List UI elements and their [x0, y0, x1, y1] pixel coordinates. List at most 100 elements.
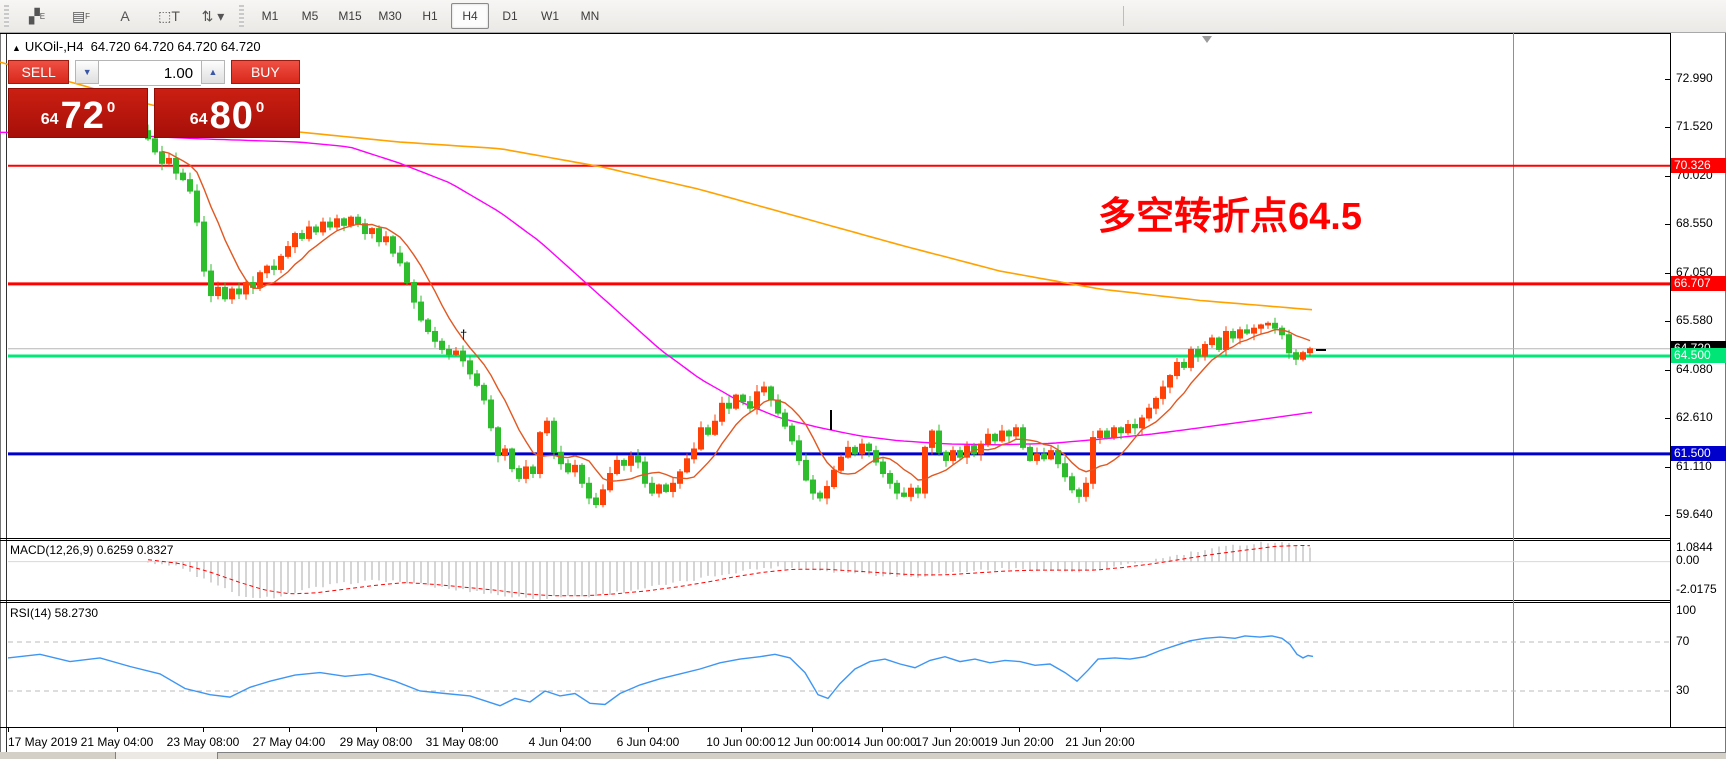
time-axis-tick — [376, 728, 377, 732]
pane-divider-2a[interactable] — [0, 600, 1670, 601]
pane-divider-1a[interactable] — [0, 538, 1670, 539]
price-axis-line — [1670, 33, 1671, 727]
equidistant-channel-tool-icon[interactable]: ▞ E — [28, 7, 46, 24]
time-axis-label: 21 Jun 20:00 — [1065, 735, 1135, 749]
time-axis-tick — [1019, 728, 1020, 732]
time-axis-label: 17 May 2019 — [8, 735, 78, 749]
price-badge-64.500: 64.500 — [1671, 348, 1726, 364]
price-axis-tick — [1665, 514, 1670, 516]
window-border-left — [0, 33, 1, 759]
timeframe-button-W1[interactable]: W1 — [541, 9, 559, 23]
timeframe-button-H1[interactable]: H1 — [422, 9, 438, 23]
time-axis-label: 23 May 08:00 — [166, 735, 240, 749]
rsi-label: RSI(14) 58.2730 — [10, 606, 99, 620]
price-axis-label: 68.550 — [1676, 215, 1713, 230]
rsi-axis-label: 100 — [1676, 603, 1697, 617]
price-axis-tick — [1665, 175, 1670, 177]
time-axis-label: 14 Jun 00:00 — [847, 735, 917, 749]
time-axis-label: 21 May 04:00 — [80, 735, 154, 749]
chart-shift-marker-icon[interactable] — [1202, 36, 1212, 43]
timeframe-button-M30[interactable]: M30 — [378, 9, 402, 23]
time-axis-label: 19 Jun 20:00 — [984, 735, 1054, 749]
spin-down-icon: ▼ — [82, 67, 92, 77]
price-badge-70.326: 70.326 — [1671, 158, 1726, 174]
toolbar-separator — [1123, 6, 1124, 26]
price-axis-label: 64.080 — [1676, 361, 1713, 376]
macd-axis-label: 1.0844 — [1676, 540, 1713, 554]
sell-price-prefix: 64 — [40, 111, 59, 128]
time-axis-label: 6 Jun 04:00 — [616, 735, 680, 749]
timeframe-button-D1[interactable]: D1 — [502, 9, 518, 23]
rsi-canvas[interactable] — [0, 603, 1670, 727]
chart-tab-active[interactable] — [116, 752, 217, 759]
time-axis-label: 4 Jun 04:00 — [528, 735, 592, 749]
macd-canvas[interactable] — [0, 541, 1670, 600]
price-axis-tick — [1665, 320, 1670, 322]
timeframe-button-M1[interactable]: M1 — [261, 9, 279, 23]
vline-marker[interactable] — [830, 410, 832, 430]
price-axis-label: 65.580 — [1676, 312, 1713, 327]
buy-button[interactable]: BUY — [230, 60, 300, 84]
toolbar-grip[interactable] — [4, 5, 9, 27]
time-axis-tick — [1100, 728, 1101, 732]
pane-divider-2b[interactable] — [0, 602, 1670, 603]
rsi-axis-label: 70 — [1676, 634, 1690, 648]
tab-divider — [217, 752, 218, 759]
macd-label: MACD(12,26,9) 0.6259 0.8327 — [10, 543, 174, 557]
price-axis-label: 72.990 — [1676, 70, 1713, 85]
sell-button[interactable]: SELL — [8, 60, 70, 84]
buy-price-quote[interactable]: 64 80 0 — [154, 88, 300, 138]
volume-decrease-button[interactable]: ▼ — [75, 60, 100, 84]
price-axis-tick — [1665, 417, 1670, 419]
time-axis-label: 29 May 08:00 — [339, 735, 413, 749]
time-axis-tick — [560, 728, 561, 732]
last-price-dash[interactable] — [1316, 349, 1326, 351]
time-axis-tick — [950, 728, 951, 732]
price-axis-label: 67.050 — [1676, 264, 1713, 279]
time-axis-tick — [741, 728, 742, 732]
time-axis-tick — [289, 728, 290, 732]
time-axis-tick — [8, 728, 9, 732]
sell-price-quote[interactable]: 64 72 0 — [8, 88, 148, 138]
time-axis-label: 10 Jun 00:00 — [706, 735, 776, 749]
collapse-arrow-icon[interactable]: ▲ — [12, 43, 21, 53]
time-axis-tick — [462, 728, 463, 732]
price-axis-tick — [1665, 223, 1670, 225]
price-badge-61.500: 61.500 — [1671, 446, 1726, 462]
price-axis-label: 62.610 — [1676, 409, 1713, 424]
price-axis-label: 71.520 — [1676, 118, 1713, 133]
price-chart-canvas[interactable] — [0, 33, 1670, 538]
tab-top-border — [217, 752, 1726, 753]
time-axis-label: 27 May 04:00 — [252, 735, 326, 749]
toolbar: ▞ E ▤ F A ⬚T ⇅ ▾ M1 M5 M15 M30 H1 H4 D1 W1 MN — [0, 0, 1726, 33]
chart-tabs-strip[interactable] — [0, 752, 1726, 759]
toolbar-grip2[interactable] — [239, 5, 244, 27]
drawing-tools-group: ▞ E ▤ F A ⬚T ⇅ ▾ — [15, 3, 235, 29]
pane-divider-1b[interactable] — [0, 540, 1670, 541]
timeline-border — [0, 727, 1726, 728]
price-axis-tick — [1665, 78, 1670, 80]
buy-price-sup: 0 — [255, 99, 265, 116]
fibonacci-tool-icon[interactable]: ▤ F — [71, 7, 91, 24]
timeframe-button-MN[interactable]: MN — [580, 9, 600, 23]
time-axis-tick — [648, 728, 649, 732]
price-axis-tick — [1665, 126, 1670, 128]
volume-input[interactable] — [99, 60, 202, 86]
text-box-tool-icon[interactable]: ⬚T — [158, 7, 180, 24]
text-label-tool-icon[interactable]: A — [120, 8, 130, 24]
annotation-text: 多空转折点64.5 — [1098, 196, 1362, 238]
price-badge-66.707: 66.707 — [1671, 276, 1726, 292]
timeframe-button-H4[interactable]: H4 — [451, 3, 489, 29]
timeframe-button-M5[interactable]: M5 — [301, 9, 319, 23]
time-axis-tick — [203, 728, 204, 732]
time-axis-tick — [117, 728, 118, 732]
timeframe-button-M15[interactable]: M15 — [338, 9, 362, 23]
dagger-marker[interactable]: † — [460, 327, 468, 342]
time-axis-label: 31 May 08:00 — [425, 735, 499, 749]
time-axis-tick — [812, 728, 813, 732]
price-axis-label: 61.110 — [1676, 458, 1712, 473]
volume-increase-button[interactable]: ▲ — [201, 60, 225, 84]
arrows-tool-icon[interactable]: ⇅ ▾ — [201, 7, 225, 24]
time-axis-tick — [882, 728, 883, 732]
